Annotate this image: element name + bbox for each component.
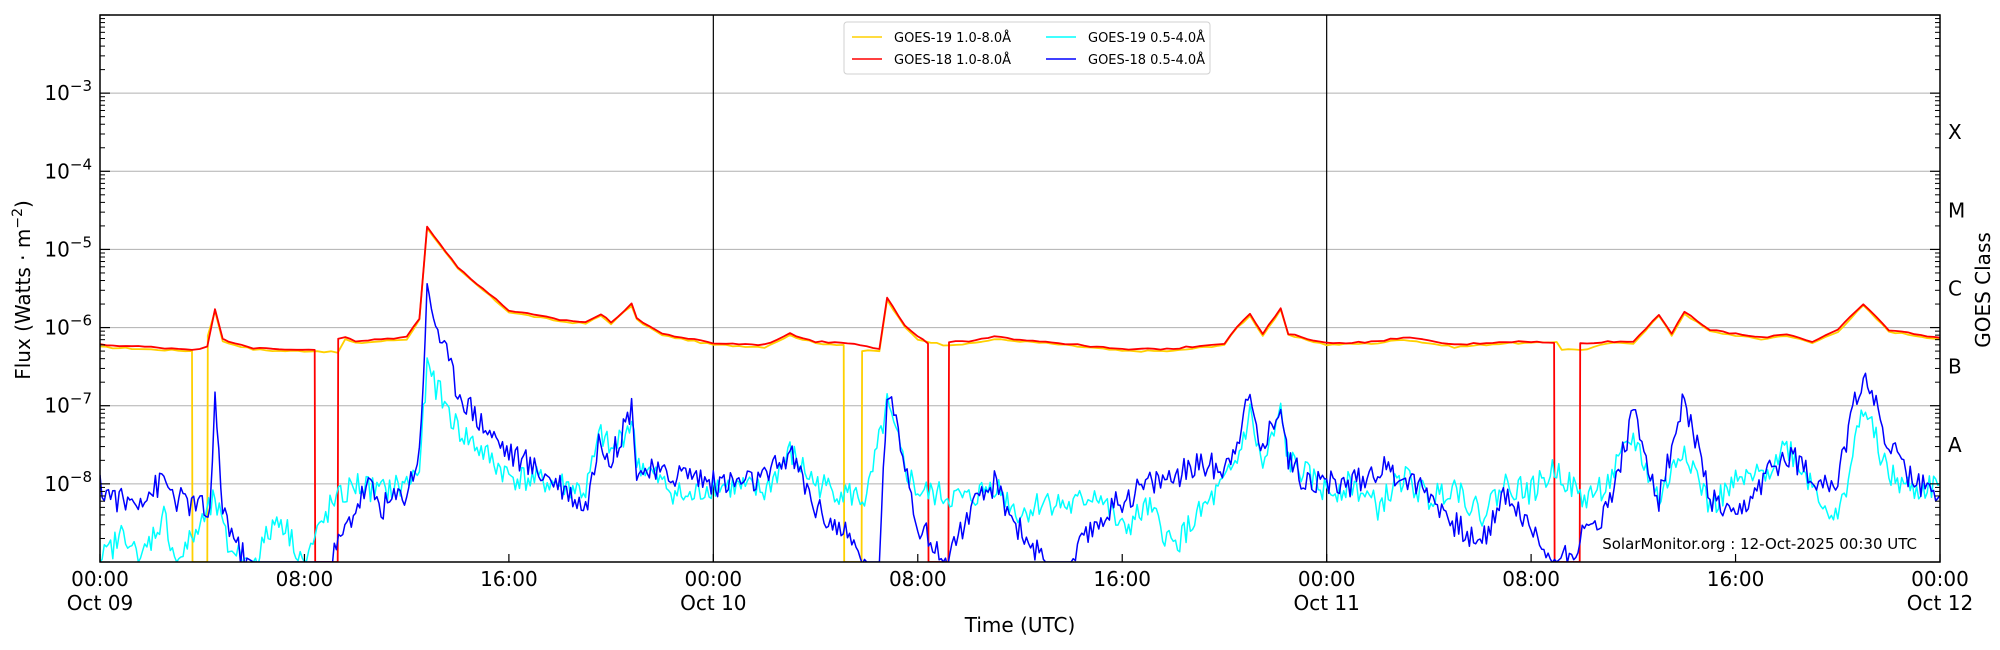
- legend-box: [843, 21, 1211, 75]
- y-axis-ticks: 10−3 10−4 10−5 10−6 10−7 10−8: [44, 14, 110, 563]
- x-tick-time: 16:00: [1093, 567, 1151, 591]
- series-line: [100, 282, 1940, 562]
- goes-class-b: B: [1948, 355, 1962, 379]
- x-tick-date: Oct 11: [1293, 591, 1359, 615]
- x-tick-time: 00:00: [685, 567, 743, 591]
- legend: GOES-19 1.0-8.0Å GOES-19 0.5-4.0Å GOES-18 …: [843, 21, 1211, 75]
- gridlines: [100, 92, 1940, 485]
- x-tick-time: 00:00: [1911, 567, 1969, 591]
- day-separators: [712, 15, 1328, 562]
- legend-label: GOES-18 0.5-4.0Å: [1088, 52, 1205, 68]
- plot-frame: [99, 14, 1941, 563]
- goes-class-m: M: [1948, 198, 1965, 222]
- right-axis-label: GOES Class: [1971, 232, 1995, 348]
- watermark: SolarMonitor.org : 12-Oct-2025 00:30 UTC: [1602, 535, 1917, 553]
- goes-class-c: C: [1948, 277, 1962, 301]
- x-tick-time: 08:00: [276, 567, 334, 591]
- y-tick-label: 10−4: [44, 155, 92, 183]
- y-axis-label: Flux (Watts · m−2): [10, 200, 35, 380]
- goes-class-a: A: [1948, 433, 1962, 457]
- x-tick-date: Oct 10: [680, 591, 746, 615]
- y-tick-label: 10−6: [44, 312, 92, 340]
- x-tick-time: 16:00: [480, 567, 538, 591]
- x-tick-time: 16:00: [1707, 567, 1765, 591]
- legend-label: GOES-18 1.0-8.0Å: [894, 52, 1011, 68]
- goes-class-x: X: [1948, 120, 1962, 144]
- y-tick-label: 10−5: [44, 233, 92, 261]
- plot-area: [100, 225, 1940, 562]
- x-tick-date: Oct 09: [67, 591, 133, 615]
- legend-label: GOES-19 1.0-8.0Å: [894, 30, 1011, 46]
- series-line: [100, 225, 1940, 562]
- series-line: [100, 227, 1940, 562]
- x-tick-time: 08:00: [1502, 567, 1560, 591]
- y-tick-label: 10−8: [44, 468, 92, 496]
- right-axis-ticks: [1930, 14, 1940, 563]
- y-tick-label: 10−3: [44, 77, 92, 105]
- x-tick-time: 00:00: [71, 567, 129, 591]
- goes-class-labels: X M C B A: [1948, 120, 1965, 457]
- x-tick-time: 08:00: [889, 567, 947, 591]
- x-axis-label: Time (UTC): [964, 613, 1076, 637]
- x-tick-date: Oct 12: [1907, 591, 1973, 615]
- legend-label: GOES-19 0.5-4.0Å: [1088, 30, 1205, 46]
- y-tick-label: 10−7: [44, 390, 92, 418]
- x-tick-time: 00:00: [1298, 567, 1356, 591]
